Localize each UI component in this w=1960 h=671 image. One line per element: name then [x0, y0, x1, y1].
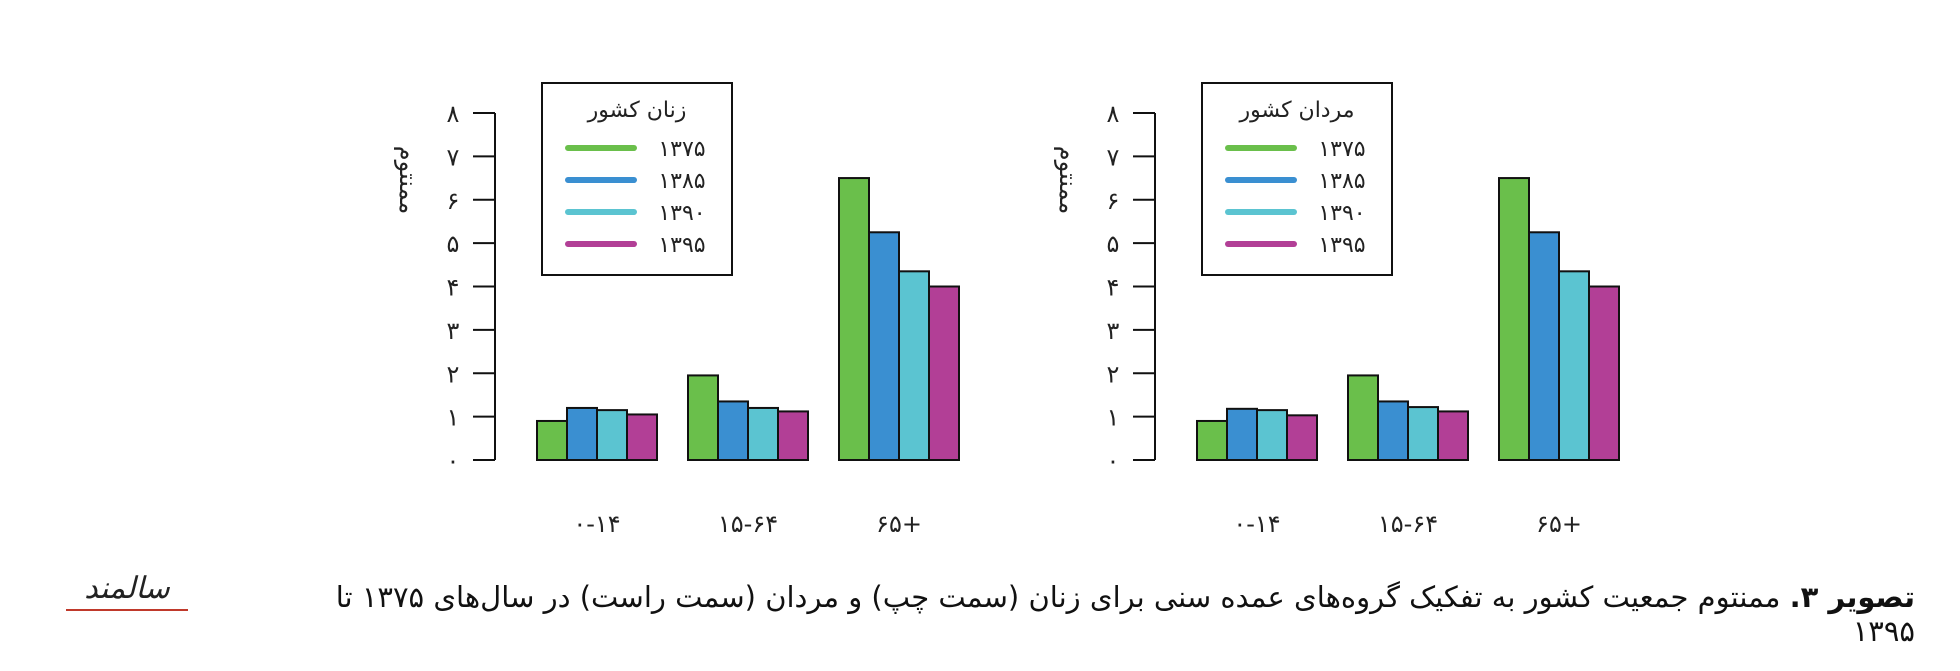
legend-entry: ۱۳۸۵	[658, 169, 705, 194]
x-tick-label: ۱۵-۶۴	[1378, 510, 1438, 538]
bar	[898, 270, 930, 461]
figure-caption: تصویر ۳. ممنتوم جمعیت کشور به تفکیک گروه…	[300, 580, 1915, 648]
y-tick-label: ۸	[1107, 100, 1120, 128]
bar	[717, 400, 749, 462]
bar	[747, 406, 779, 462]
bar	[566, 406, 598, 462]
y-tick-label: ۱	[1107, 404, 1120, 432]
caption-text: ممنتوم جمعیت کشور به تفکیک گروه‌های عمده…	[335, 580, 1915, 648]
y-tick-label: ۳	[1107, 317, 1120, 345]
bar	[1256, 409, 1288, 461]
x-tick-label: ۶۵+	[876, 510, 922, 538]
bar	[1196, 419, 1228, 461]
bar	[1528, 231, 1560, 461]
y-tick-label: ۳	[447, 317, 460, 345]
bar	[1588, 285, 1620, 461]
bar	[1286, 414, 1318, 462]
logo-text: سالمند	[84, 571, 170, 606]
legend-entry: ۱۳۹۵	[1318, 233, 1365, 258]
y-axis-label: ممنتوم	[394, 146, 422, 214]
legend-entry: ۱۳۹۰	[658, 201, 705, 226]
bar	[1558, 270, 1590, 461]
y-tick-label: ۴	[447, 274, 460, 302]
bar	[1437, 410, 1469, 462]
y-tick-label: ۵	[1107, 230, 1120, 258]
y-tick-label: ۵	[447, 230, 460, 258]
bar	[928, 285, 960, 461]
caption-label: تصویر ۳.	[1789, 580, 1915, 614]
y-tick-label: ۷	[1107, 143, 1120, 171]
bar	[687, 374, 719, 462]
x-tick-label: ۰-۱۴	[573, 510, 620, 538]
bar	[1498, 177, 1530, 461]
y-axis-label: ممنتوم	[1054, 146, 1082, 214]
legend-title: زنان کشور	[587, 98, 687, 123]
y-tick-label: ۴	[1107, 274, 1120, 302]
y-tick-label: ۲	[447, 360, 460, 388]
bar	[1347, 374, 1379, 462]
chart-women: ۰ ۱ ۲ ۳ ۴ ۵ ۶ ۷ ۸ ممنتوم ۰-۱۴ ۱۵-۶۴ ۶۵+ زنان کشور ۱۳۷۵…	[370, 0, 1010, 560]
salmand-logo: سالمند	[62, 568, 192, 616]
x-tick-label: ۶۵+	[1536, 510, 1582, 538]
bar	[536, 419, 568, 461]
bar	[1377, 400, 1409, 462]
y-tick-label: ۷	[447, 143, 460, 171]
bar	[868, 231, 900, 461]
y-tick-label: ۸	[447, 100, 460, 128]
bar	[1407, 406, 1439, 461]
bar	[838, 177, 870, 461]
legend-entry: ۱۳۷۵	[1318, 137, 1365, 162]
bar	[777, 410, 809, 462]
legend-box	[541, 82, 733, 276]
legend-entry: ۱۳۷۵	[658, 137, 705, 162]
legend-entry: ۱۳۸۵	[1318, 169, 1365, 194]
legend-title: مردان کشور	[1238, 98, 1354, 123]
legend-entry: ۱۳۹۵	[658, 233, 705, 258]
bar	[596, 409, 628, 461]
y-tick-label: ۶	[447, 187, 460, 215]
y-tick-label: ۶	[1107, 187, 1120, 215]
chart-svg: ۰ ۱ ۲ ۳ ۴ ۵ ۶ ۷ ۸ ممنتوم ۰-۱۴ ۱۵-۶۴ ۶۵+ مردان کشور ۱۳۷…	[1054, 82, 1620, 538]
logo-graphic: سالمند	[66, 571, 188, 611]
chart-svg: ۰ ۱ ۲ ۳ ۴ ۵ ۶ ۷ ۸ ممنتوم ۰-۱۴ ۱۵-۶۴ ۶۵+ زنان کشور ۱۳۷۵…	[394, 82, 960, 538]
x-tick-label: ۰-۱۴	[1233, 510, 1280, 538]
y-tick-label: ۰	[1107, 447, 1120, 475]
y-tick-label: ۱	[447, 404, 460, 432]
bar	[1226, 407, 1258, 462]
chart-men: ۰ ۱ ۲ ۳ ۴ ۵ ۶ ۷ ۸ ممنتوم ۰-۱۴ ۱۵-۶۴ ۶۵+ مردان کشور ۱۳۷…	[1030, 0, 1670, 560]
x-tick-label: ۱۵-۶۴	[718, 510, 778, 538]
legend-entry: ۱۳۹۰	[1318, 201, 1365, 226]
y-tick-label: ۲	[1107, 360, 1120, 388]
y-tick-label: ۰	[447, 447, 460, 475]
bar	[626, 413, 658, 461]
